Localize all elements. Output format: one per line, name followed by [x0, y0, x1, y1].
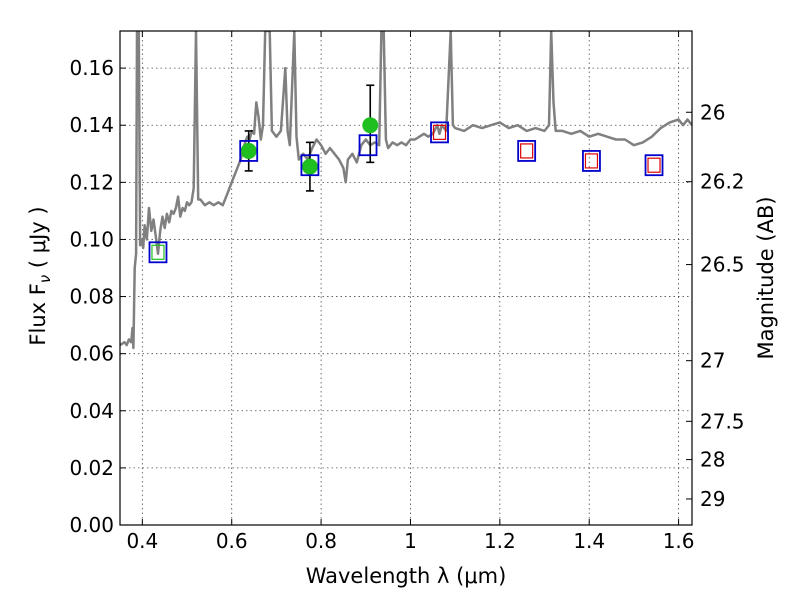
y-tick-label: 0.12 [69, 170, 114, 194]
x-tick-label: 0.8 [305, 529, 337, 553]
y-axis-label-main: Flux F [26, 283, 50, 345]
model-spectrum [120, 31, 692, 350]
y-axis-label-subscript: ν [36, 275, 54, 283]
model-square [582, 150, 601, 172]
observed-point [301, 158, 318, 175]
right-axis-tick-label: 26.5 [700, 253, 745, 277]
model-square [300, 154, 320, 177]
x-tick-label: 1 [404, 529, 417, 553]
x-tick-label: 1.4 [573, 529, 605, 553]
model-square [239, 140, 259, 162]
photometry-markers [148, 84, 664, 264]
axis-ticks: 0.4 0.6 0.8 1 1.2 1.4 1.6 0.00 0.02 0.04 0.06 0.08 0… [69, 31, 745, 553]
y-tick-label: 0.04 [69, 399, 114, 423]
y-tick-label: 0.00 [69, 513, 114, 537]
y-axis-label-unit: ( μJy ) [26, 206, 50, 274]
x-tick-label: 1.6 [663, 529, 695, 553]
y-tick-label: 0.08 [69, 285, 114, 309]
inner-square [584, 153, 599, 169]
x-tick-label: 1.2 [484, 529, 516, 553]
model-square [430, 121, 449, 144]
right-axis-tick-label: 28 [700, 448, 725, 472]
model-spectrum-line [120, 31, 692, 350]
y-tick-label: 0.02 [69, 456, 114, 480]
x-tick-label: 0.4 [126, 529, 158, 553]
observed-point [240, 142, 257, 159]
model-square [148, 241, 168, 264]
right-axis-tick-label: 27 [700, 349, 725, 373]
x-axis-label: Wavelength λ (μm) [306, 564, 507, 588]
y-tick-label: 0.10 [69, 227, 114, 251]
grid-lines [120, 31, 692, 526]
model-square [644, 154, 664, 177]
observed-point [362, 117, 379, 134]
y-tick-label: 0.16 [69, 56, 114, 80]
inner-square [647, 157, 661, 173]
inner-square [520, 143, 534, 159]
model-square [517, 140, 537, 162]
inner-square [432, 124, 447, 140]
right-axis-tick-label: 26.2 [700, 170, 745, 194]
right-axis-tick-label: 27.5 [700, 409, 745, 433]
model-square [358, 134, 378, 157]
y-tick-label: 0.14 [69, 113, 114, 137]
y-axis-label: Flux Fν ( μJy ) [26, 206, 54, 345]
inner-square [151, 244, 165, 260]
y-tick-label: 0.06 [69, 342, 114, 366]
x-tick-label: 0.6 [216, 529, 248, 553]
right-axis-tick-label: 29 [700, 487, 725, 511]
right-axis-label: Magnitude (AB) [754, 196, 778, 359]
right-axis-tick-label: 26 [700, 100, 725, 124]
plot-frame [119, 30, 693, 526]
